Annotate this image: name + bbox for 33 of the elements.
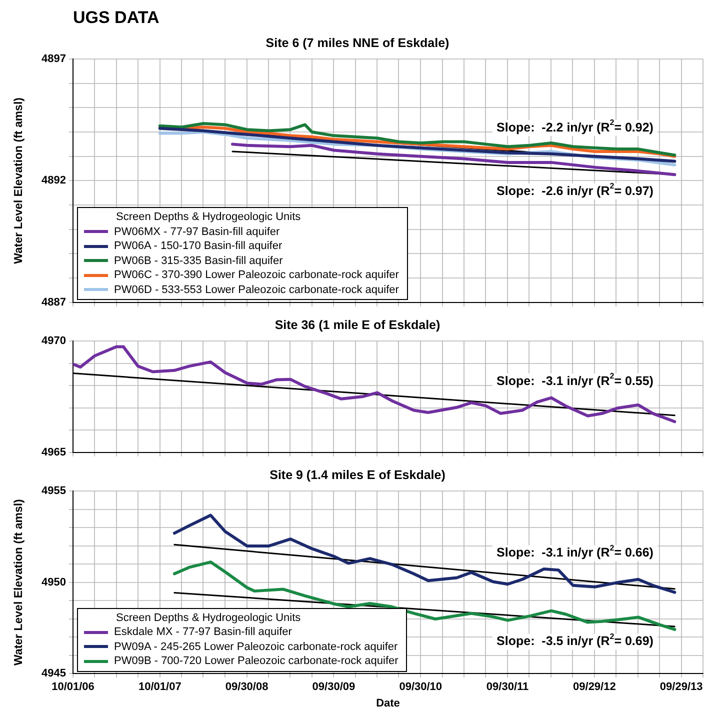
chart-subtitle: Site 6 (7 miles NNE of Eskdale) [266, 36, 450, 50]
legend-label: PW06A - 150-170 Basin-fill aquifer [114, 240, 282, 252]
legend-title: Screen Depths & Hydrogeologic Units [115, 610, 302, 626]
x-tick-label: 09/29/13 [660, 681, 703, 694]
legend-label: PW06D - 533-553 Lower Paleozoic carbonate-rock aquifer [114, 284, 399, 296]
chart-title: Site 9 (1.4 miles E of Eskdale) [270, 468, 446, 482]
y-tick-label: 4970 [42, 335, 66, 348]
y-axis-title: Water Level Elevation (ft amsl) [13, 97, 26, 264]
y-tick-label: 4965 [42, 446, 66, 458]
x-tick-label: 09/29/12 [573, 681, 616, 694]
y-tick-label: 4955 [42, 485, 66, 498]
x-tick-label: 09/30/10 [399, 681, 442, 694]
chart-title: Site 36 (1 mile E of Eskdale) [274, 318, 440, 332]
x-tick-label: 09/30/11 [486, 681, 529, 694]
y-tick-label: 4892 [42, 174, 66, 187]
legend-label: PW06C - 370-390 Lower Paleozoic carbonate-rock aquifer [114, 269, 399, 282]
legend-label: PW09B - 700-720 Lower Paleozoic carbonate-rock aquifer [114, 655, 398, 668]
legend-label: PW09A - 245-265 Lower Paleozoic carbonate-rock aquifer [114, 640, 398, 653]
chart-title: UGS DATA [72, 7, 160, 29]
x-tick-label: 10/01/06 [52, 681, 94, 694]
x-tick-label: 09/30/09 [312, 681, 356, 694]
x-tick-label: 09/30/08 [225, 681, 268, 694]
legend-label: PW06B - 315-335 Basin-fill aquifer [114, 254, 283, 267]
x-axis-title: Date [376, 697, 400, 710]
x-tick-label: 10/01/07 [138, 681, 182, 694]
y-tick-label: 4887 [42, 296, 66, 308]
y-tick-label: 4897 [42, 53, 66, 66]
legend-label: PW06MX - 77-97 Basin-fill aquifer [114, 226, 280, 238]
legend-label: Eskdale MX - 77-97 Basin-fill aquifer [114, 626, 292, 638]
y-tick-label: 4950 [42, 576, 66, 588]
legend-title: Screen Depths & Hydrogeologic Units [115, 210, 302, 225]
y-axis-title: Water Level Elevation (ft amsl) [13, 498, 26, 666]
y-tick-label: 4945 [42, 668, 66, 680]
